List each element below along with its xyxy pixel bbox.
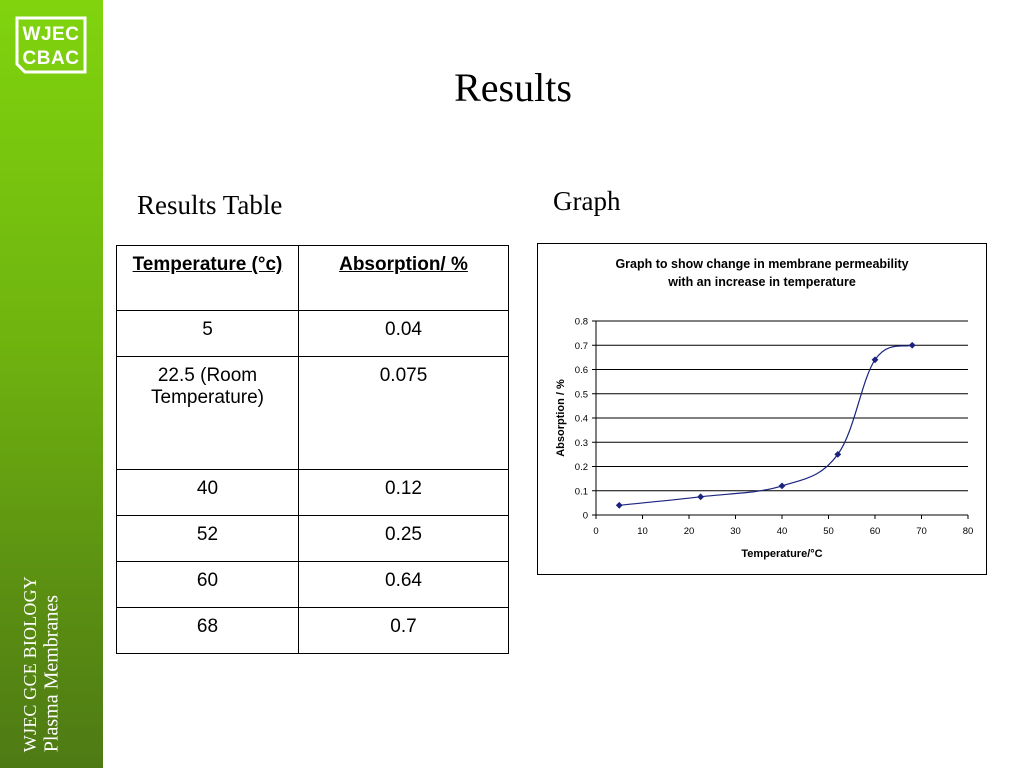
table-row: 22.5 (Room Temperature) 0.075: [116, 356, 509, 470]
graph-heading: Graph: [553, 186, 621, 216]
y-axis-label: Absorption / %: [555, 379, 567, 457]
table-row: 68 0.7: [116, 607, 509, 654]
header-absorption: Absorption/ %: [298, 245, 509, 311]
cell-temperature: 5: [116, 310, 299, 357]
cell-temperature: 22.5 (Room Temperature): [116, 356, 299, 470]
cell-absorption: 0.04: [298, 310, 509, 357]
y-tick-label: 0.5: [575, 389, 588, 400]
cell-absorption: 0.25: [298, 515, 509, 562]
y-tick-label: 0.4: [575, 414, 588, 425]
table-row: 52 0.25: [116, 515, 509, 562]
table-row: 60 0.64: [116, 561, 509, 608]
x-tick-label: 70: [916, 526, 927, 537]
table-header-row: Temperature (°c) Absorption/ %: [116, 245, 509, 311]
cell-temperature: 60: [116, 561, 299, 608]
x-tick-label: 10: [637, 526, 648, 537]
x-tick-label: 40: [777, 526, 788, 537]
y-tick-label: 0.1: [575, 486, 588, 497]
y-tick-label: 0: [583, 511, 588, 522]
cell-temperature: 40: [116, 469, 299, 516]
x-axis-label: Temperature/°C: [741, 548, 822, 560]
sidebar: WJEC CBAC WJEC GCE BIOLOGY Plasma Membra…: [0, 0, 103, 768]
x-tick-label: 30: [730, 526, 741, 537]
data-point: [871, 356, 879, 364]
data-point: [908, 341, 916, 349]
y-tick-label: 0.7: [575, 341, 588, 352]
data-point: [778, 482, 786, 490]
logo-line2: CBAC: [22, 48, 80, 69]
course-name: WJEC GCE BIOLOGY: [20, 575, 40, 752]
chart-panel: Graph to show change in membrane permeab…: [537, 243, 987, 575]
results-table: Temperature (°c) Absorption/ % 5 0.04 22…: [116, 245, 509, 654]
cell-temperature: 68: [116, 607, 299, 654]
table-row: 40 0.12: [116, 469, 509, 516]
topic-name: Plasma Membranes: [40, 594, 63, 752]
y-tick-label: 0.6: [575, 365, 588, 376]
y-tick-label: 0.3: [575, 438, 588, 449]
y-tick-label: 0.2: [575, 462, 588, 473]
chart-title-line1: Graph to show change in membrane permeab…: [615, 257, 908, 271]
cell-absorption: 0.64: [298, 561, 509, 608]
absorption-chart: Graph to show change in membrane permeab…: [555, 257, 974, 560]
wjec-logo: WJEC CBAC: [15, 16, 87, 74]
x-tick-label: 20: [684, 526, 695, 537]
cell-absorption: 0.7: [298, 607, 509, 654]
table-row: 5 0.04: [116, 310, 509, 357]
cell-absorption: 0.075: [298, 356, 509, 470]
x-tick-label: 50: [823, 526, 834, 537]
cell-temperature: 52: [116, 515, 299, 562]
y-tick-label: 0.8: [575, 317, 588, 328]
chart-title-line2: with an increase in temperature: [667, 275, 856, 289]
x-tick-label: 0: [593, 526, 598, 537]
slide-title: Results: [454, 65, 572, 110]
x-tick-label: 80: [963, 526, 974, 537]
logo-line1: WJEC: [22, 24, 80, 45]
table-heading: Results Table: [137, 190, 283, 220]
header-temperature: Temperature (°c): [116, 245, 299, 311]
logo-frame-icon: [15, 16, 87, 74]
x-tick-label: 60: [870, 526, 881, 537]
data-point: [697, 493, 705, 501]
sidebar-caption: WJEC GCE BIOLOGY Plasma Membranes: [20, 576, 64, 752]
cell-absorption: 0.12: [298, 469, 509, 516]
data-point: [615, 501, 623, 509]
